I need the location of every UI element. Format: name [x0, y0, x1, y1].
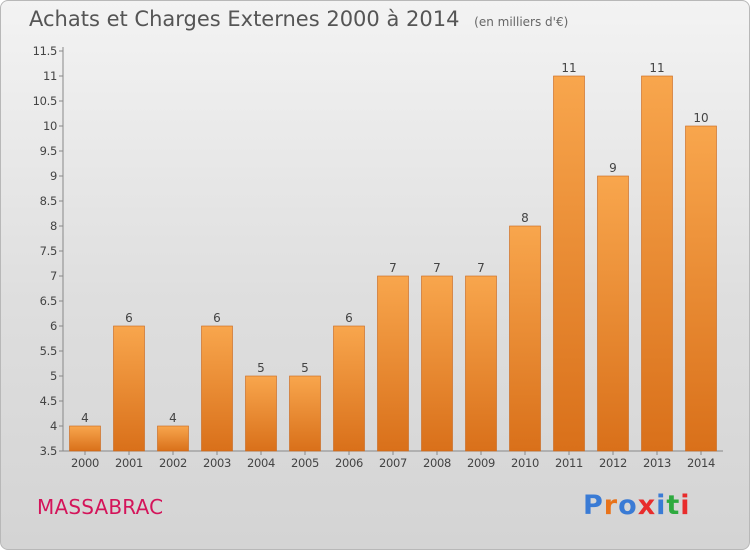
bar-2013 — [641, 75, 673, 452]
x-tick-label: 2001 — [115, 456, 143, 470]
bar-2001 — [113, 325, 145, 452]
bar-2004 — [245, 375, 277, 452]
bar-value-label: 7 — [389, 261, 397, 275]
x-tick-label: 2011 — [555, 456, 583, 470]
bar-value-label: 4 — [81, 411, 89, 425]
bar-value-label: 10 — [693, 111, 708, 125]
bar-2002 — [157, 425, 189, 452]
y-tick-label: 5 — [50, 369, 57, 383]
bar-2008 — [421, 275, 453, 452]
x-tick-label: 2000 — [71, 456, 99, 470]
y-tick-label: 4 — [50, 419, 57, 433]
bar-value-label: 4 — [169, 411, 177, 425]
bar-2007 — [377, 275, 409, 452]
bar-2009 — [465, 275, 497, 452]
bar-value-label: 11 — [561, 61, 576, 75]
x-tick-label: 2008 — [423, 456, 451, 470]
y-tick-label: 3.5 — [40, 444, 57, 458]
x-tick-label: 2006 — [335, 456, 363, 470]
logo-letter: x — [637, 490, 657, 521]
bar-value-label: 8 — [521, 211, 529, 225]
proxiti-logo[interactable]: Proxiti — [583, 490, 691, 521]
bar-value-label: 6 — [345, 311, 353, 325]
y-tick-label: 9 — [50, 169, 57, 183]
bar-2003 — [201, 325, 233, 452]
x-tick-label: 2007 — [379, 456, 407, 470]
y-tick-label: 7 — [50, 269, 57, 283]
y-tick-label: 9.5 — [40, 144, 57, 158]
bar-2014 — [685, 125, 717, 452]
bar-2010 — [509, 225, 541, 452]
x-tick-label: 2003 — [203, 456, 231, 470]
y-tick-label: 6.5 — [40, 294, 57, 308]
y-tick-label: 8.5 — [40, 194, 57, 208]
y-tick-label: 10.5 — [33, 94, 57, 108]
bar-2011 — [553, 75, 585, 452]
logo-letter: i — [656, 490, 667, 521]
bar-2005 — [289, 375, 321, 452]
y-tick-label: 10 — [43, 119, 57, 133]
logo-letter: P — [583, 490, 604, 521]
y-tick-label: 5.5 — [40, 344, 57, 358]
logo-letter: r — [603, 490, 619, 521]
bar-value-label: 11 — [649, 61, 664, 75]
y-tick-label: 6 — [50, 319, 57, 333]
bar-value-label: 5 — [257, 361, 265, 375]
chart-title: Achats et Charges Externes 2000 à 2014 (… — [29, 7, 568, 31]
y-tick-label: 8 — [50, 219, 57, 233]
x-tick-label: 2009 — [467, 456, 495, 470]
y-tick-label: 7.5 — [40, 244, 57, 258]
x-tick-label: 2013 — [643, 456, 671, 470]
y-tick-label: 4.5 — [40, 394, 57, 408]
bar-value-label: 6 — [213, 311, 221, 325]
bar-value-label: 5 — [301, 361, 309, 375]
bar-value-label: 7 — [477, 261, 485, 275]
bar-value-label: 9 — [609, 161, 617, 175]
bar-2012 — [597, 175, 629, 452]
logo-letter: i — [680, 490, 691, 521]
x-tick-label: 2004 — [247, 456, 275, 470]
title-unit: (en milliers d'€) — [474, 15, 569, 29]
x-tick-label: 2010 — [511, 456, 539, 470]
bar-2000 — [69, 425, 101, 452]
logo-letter: o — [618, 490, 638, 521]
y-tick-label: 11.5 — [33, 44, 57, 58]
x-tick-label: 2002 — [159, 456, 187, 470]
x-tick-label: 2014 — [687, 456, 715, 470]
x-tick-label: 2012 — [599, 456, 627, 470]
logo-letter: t — [666, 490, 681, 521]
bar-value-label: 7 — [433, 261, 441, 275]
x-tick-label: 2005 — [291, 456, 319, 470]
title-text: Achats et Charges Externes 2000 à 2014 — [29, 7, 460, 31]
y-tick-label: 11 — [43, 69, 57, 83]
bar-2006 — [333, 325, 365, 452]
commune-name: MASSABRAC — [37, 495, 164, 519]
bar-value-label: 6 — [125, 311, 133, 325]
